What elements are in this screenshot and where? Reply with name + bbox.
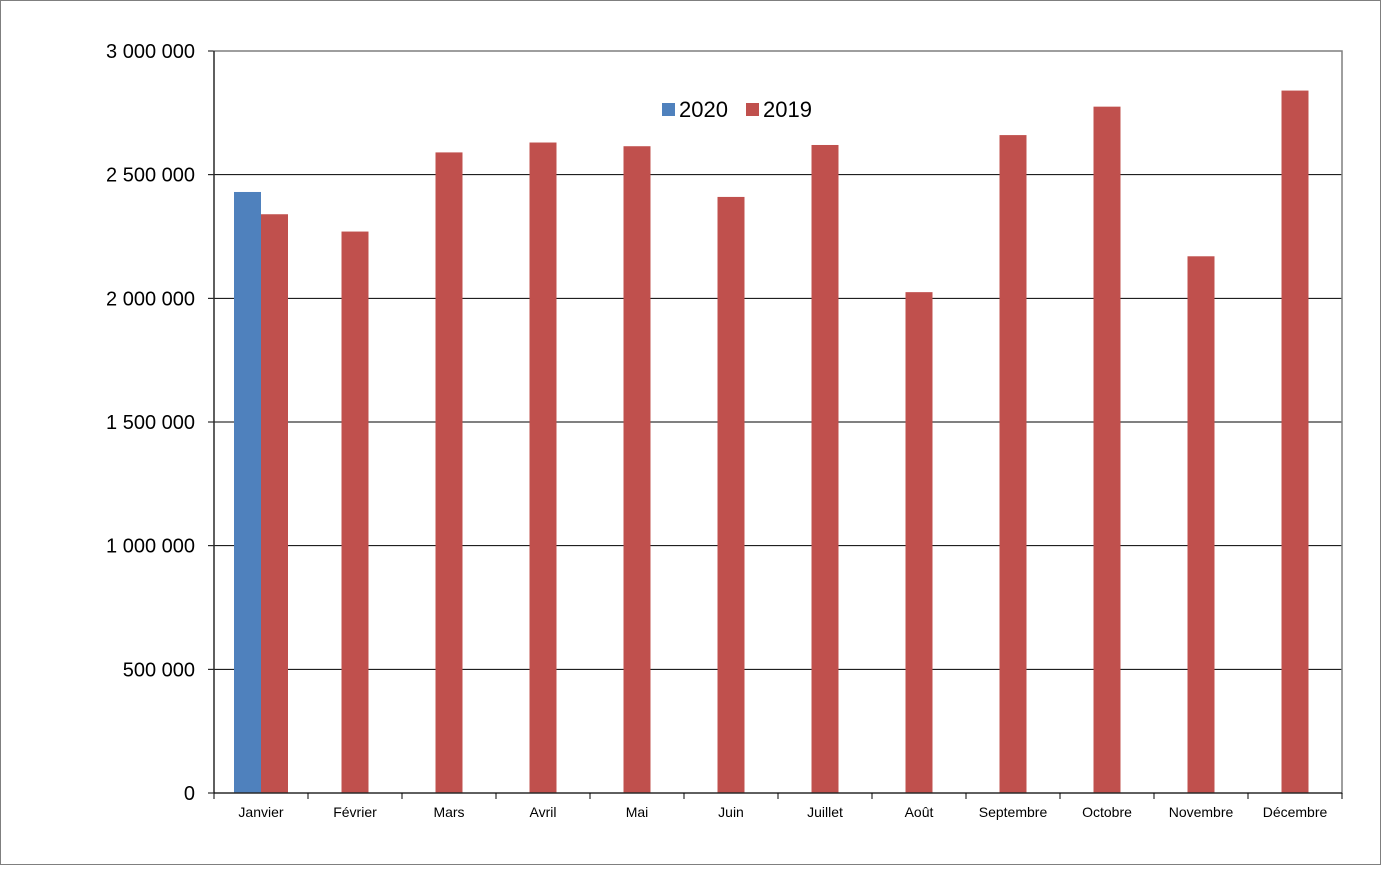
- bar-2019-Janvier: [261, 214, 288, 794]
- bars: [234, 90, 1309, 794]
- legend-swatch-2020: [662, 103, 675, 116]
- y-tick-label: 500 000: [123, 659, 195, 681]
- x-tick-label: Mai: [626, 804, 649, 820]
- bar-2019-Avril: [529, 142, 557, 794]
- bar-2019-Octobre: [1093, 106, 1121, 793]
- legend: 2020 2019: [662, 97, 812, 122]
- x-tick-label: Novembre: [1169, 804, 1234, 820]
- x-tick-label: Décembre: [1263, 804, 1328, 820]
- x-tick-label: Janvier: [238, 804, 283, 820]
- x-tick-label: Juillet: [807, 804, 843, 820]
- bar-2019-Décembre: [1281, 90, 1309, 793]
- x-tick-labels: Janvier Février Mars Avril Mai Juin Juillet Aoû…: [238, 804, 1327, 820]
- y-tick-label: 2 500 000: [106, 165, 195, 187]
- x-tick-label: Juin: [718, 804, 744, 820]
- bar-2019-Juin: [717, 196, 745, 794]
- bar-2019-Mai: [623, 146, 651, 793]
- legend-label-2019: 2019: [763, 97, 812, 122]
- y-tick-labels: 0 500 000 1 000 000 1 500 000 2 000 000 2 500…: [106, 41, 195, 805]
- axes: [208, 50, 1343, 799]
- x-tick-label: Août: [905, 804, 934, 820]
- x-tick-label: Février: [333, 804, 377, 820]
- bar-2019-Mars: [435, 152, 463, 793]
- y-tick-label: 0: [184, 783, 195, 805]
- bar-2019-Juillet: [811, 144, 839, 793]
- y-tick-label: 2 000 000: [106, 288, 195, 310]
- bar-2019-Novembre: [1187, 256, 1215, 794]
- y-tick-label: 3 000 000: [106, 41, 195, 63]
- bar-2019-Août: [905, 292, 933, 793]
- x-tick-label: Avril: [530, 804, 557, 820]
- y-tick-label: 1 500 000: [106, 412, 195, 434]
- y-tick-label: 1 000 000: [106, 536, 195, 558]
- x-tick-label: Mars: [433, 804, 464, 820]
- x-tick-label: Septembre: [979, 804, 1048, 820]
- bar-2019-Février: [341, 231, 369, 793]
- x-tick-label: Octobre: [1082, 804, 1132, 820]
- legend-swatch-2019: [746, 103, 759, 116]
- bar-2020-Janvier: [234, 191, 261, 794]
- legend-label-2020: 2020: [679, 97, 728, 122]
- bar-2019-Septembre: [999, 135, 1027, 794]
